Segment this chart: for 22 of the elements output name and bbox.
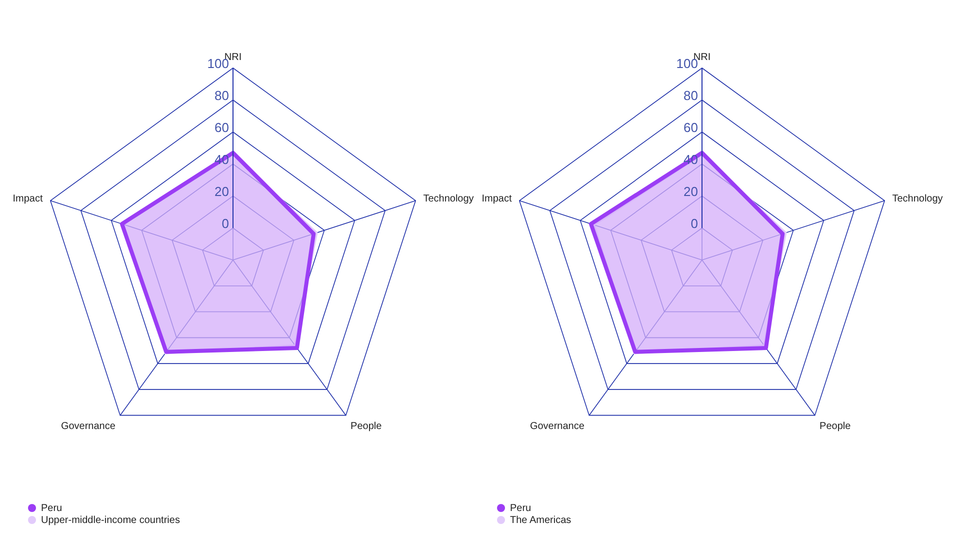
y-tick-label: 60 [684, 120, 698, 135]
spoke-label: Impact [12, 194, 44, 205]
legend-label: The Americas [510, 514, 572, 526]
spoke-label: People [350, 420, 382, 432]
y-tick-label: 80 [214, 88, 229, 103]
spoke-label: Governance [60, 420, 116, 432]
legend-label: Peru [41, 502, 62, 514]
spoke-label: Impact [482, 194, 512, 205]
legend-label: Peru [510, 502, 532, 514]
y-tick-label: 0 [222, 216, 229, 231]
y-tick-label: 60 [214, 120, 229, 135]
y-tick-label: 20 [214, 184, 229, 199]
y-tick-label: 80 [684, 88, 698, 103]
y-tick-label: 20 [684, 184, 698, 199]
y-tick-label: 40 [684, 152, 698, 167]
y-tick-label: 0 [690, 216, 698, 231]
spoke-label: Technology [892, 194, 943, 205]
y-tick-label: 40 [214, 152, 229, 167]
legend-label: Upper-middle-income countries [41, 514, 180, 526]
spoke-label: Technology [423, 194, 474, 205]
spoke-label: People [820, 420, 852, 432]
spoke-label: Governance [530, 420, 585, 432]
